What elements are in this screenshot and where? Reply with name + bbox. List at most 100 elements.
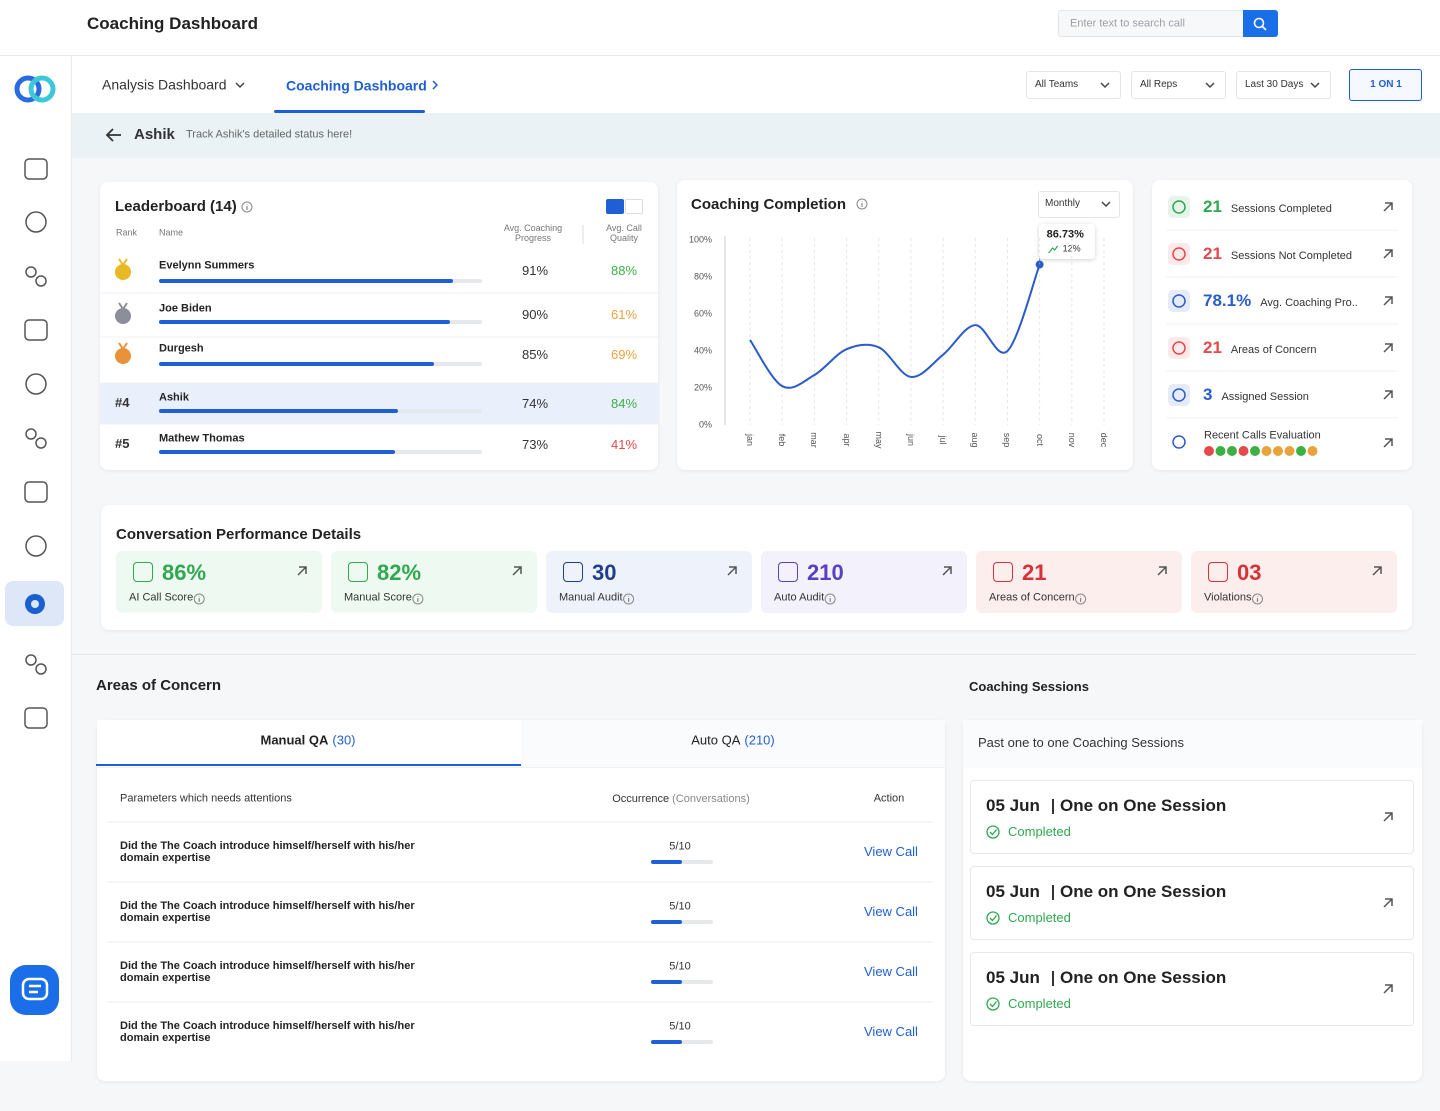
sidebar [0,56,72,1061]
tooltip-value: 86.73% [1046,228,1084,241]
session-separator [1052,971,1054,986]
sessions-subtitle: Past one to one Coaching Sessions [978,735,1184,751]
session-status: Completed [1008,824,1071,840]
table-header: Parameters which needs attentions [120,792,292,805]
period-dropdown[interactable] [1038,191,1120,218]
leaderboard-card [100,182,658,470]
parameter-text: Did the The Coach introduce himself/hers… [120,840,415,864]
occurrence-bar [651,1040,682,1044]
metric-value: 21 [1022,559,1047,585]
metric-icon [993,562,1013,582]
metric-label: Areas of Concern [989,591,1075,604]
nav-tab-active[interactable]: Coaching Dashboard [286,77,427,94]
session-status: Completed [1008,996,1071,1012]
rep-name: Ashik [159,391,189,404]
x-tick-label: may [873,431,884,449]
breadcrumb-name: Ashik [134,126,175,143]
stat-value: 78.1% [1203,291,1252,310]
metric-card[interactable] [1191,551,1397,613]
x-tick-label: jun [905,433,916,446]
y-tick-label: 0% [698,419,712,430]
x-tick-label: apr [841,433,852,447]
view-toggle[interactable] [606,199,624,214]
metric-card[interactable] [761,551,967,613]
metric-card[interactable] [546,551,752,613]
session-item[interactable] [970,952,1414,1026]
progress-bar [159,409,399,413]
performance-title: Conversation Performance Details [116,526,362,543]
search-button[interactable] [1243,10,1278,37]
recent-calls-label: Recent Calls Evaluation [1204,429,1321,442]
stat-label: Assigned Session [1221,391,1309,403]
section-title: Areas of Concern [96,677,222,694]
table-header: Occurrence [612,793,670,805]
stats-card [1152,180,1412,470]
column-header: Name [159,227,184,238]
tab-active [97,720,521,767]
x-tick-label: oct [1034,433,1045,446]
metric-label: Violations [1204,591,1252,604]
filter-label: All Teams [1035,79,1079,90]
metric-label: Manual Score [344,591,412,604]
view-call-link[interactable]: View Call [864,1024,918,1040]
qa-tab-name[interactable]: Manual QA [260,732,329,748]
table-header: Action [873,792,905,805]
x-tick-label: nov [1066,432,1077,448]
stat-label: Avg. Coaching Pro.. [1260,297,1358,309]
view-toggle[interactable] [625,199,643,214]
occurrence-label: 5/10 [669,900,691,913]
chat-button[interactable] [10,965,59,1015]
occurrence-label: 5/10 [669,960,691,973]
filter-label: All Reps [1140,79,1178,90]
qa-tab[interactable]: Auto QA (210) [691,733,775,748]
one-on-one-label[interactable]: 1 ON 1 [1370,79,1402,90]
occurrence-track [651,980,713,984]
metric-card[interactable] [331,551,537,613]
one-on-one-button[interactable] [1349,69,1422,101]
tooltip-change: 12% [1062,243,1081,254]
search-input[interactable] [1058,10,1244,37]
nav-active[interactable] [5,581,64,626]
x-tick-label: jan [745,433,755,446]
stat-row: 21 Sessions Not Completed [1203,244,1352,264]
session-item[interactable] [970,780,1414,854]
qa-tab-name[interactable]: Auto QA [691,732,741,748]
qa-tab[interactable]: Manual QA (30) [260,733,355,748]
table-header: Occurrence (Conversations) [612,793,750,805]
session-item[interactable] [970,866,1414,940]
x-tick-label: aug [970,432,981,448]
session-name: One on One Session [1060,881,1227,901]
occurrence-track [651,860,713,864]
session-separator [1052,799,1054,814]
view-call-link[interactable]: View Call [864,964,918,980]
progress-value: 90% [521,307,549,323]
occurrence-bar [651,860,682,864]
session-separator [1052,885,1054,900]
rep-name: Durgesh [159,342,204,355]
session-date: 05 Jun [986,795,1040,815]
rep-name: Mathew Thomas [159,432,245,445]
view-call-link[interactable]: View Call [864,844,918,860]
nav-tab[interactable]: Analysis Dashboard [102,76,227,93]
page-title: Coaching Dashboard [87,13,258,33]
metric-label: Auto Audit [774,591,825,604]
session-name: One on One Session [1060,795,1227,815]
quality-value: 41% [610,437,638,453]
qa-tab-count[interactable]: (210) [744,732,775,748]
y-tick-label: 60% [693,308,712,319]
progress-bar [159,320,450,324]
tab-bar [72,56,1440,113]
metric-card[interactable] [116,551,322,613]
metric-icon [778,562,798,582]
view-call-link[interactable]: View Call [864,904,918,920]
metric-value: 03 [1237,559,1262,585]
x-tick-label: mar [809,432,820,448]
progress-value: 73% [521,437,549,453]
occurrence-label: 5/10 [669,1020,691,1033]
chart-title: Coaching Completion [691,196,846,213]
progress-bar [159,450,395,454]
table-header: (Conversations) [672,793,750,805]
qa-tab-count[interactable]: (30) [332,732,356,748]
stat-row: 21 Areas of Concern [1203,338,1317,358]
stat-icon [1168,290,1190,312]
